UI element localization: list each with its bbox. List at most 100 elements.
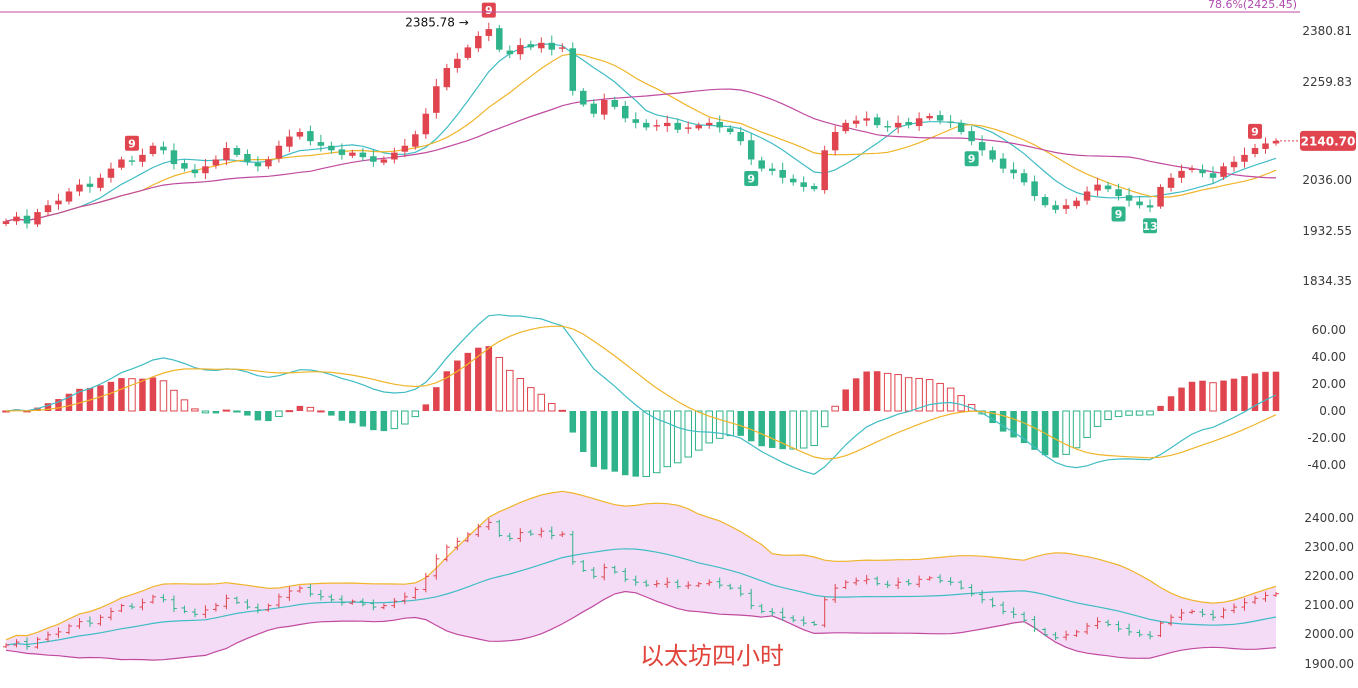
macd-histogram-bar (1010, 411, 1017, 438)
candle-body (821, 150, 828, 191)
bollinger-lower-line (5, 590, 1277, 661)
candle-body (1115, 189, 1122, 197)
macd-histogram-bar (537, 393, 546, 412)
macd-histogram-bar (673, 410, 682, 464)
candle-body (705, 122, 713, 126)
candle-body (978, 142, 986, 151)
candle-body (1083, 191, 1091, 201)
candle-body (1230, 161, 1238, 168)
candle-body (391, 152, 398, 160)
macd-histogram-bar (527, 387, 535, 412)
macd-histogram-bar (244, 411, 251, 416)
macd-histogram-bar (1241, 376, 1248, 411)
candle-body (663, 122, 671, 127)
candle-body (1220, 166, 1227, 177)
candle-body (1262, 143, 1269, 149)
bollinger-axis-tick: 2000.00 (1304, 627, 1354, 641)
macd-histogram-bar (1262, 371, 1269, 411)
td-marker: 9 (744, 170, 759, 186)
candle-body (684, 127, 692, 129)
candle-body (1146, 205, 1154, 208)
macd-histogram-bar (275, 410, 283, 418)
macd-histogram-bar (936, 382, 944, 412)
macd-histogram-bar (548, 402, 556, 412)
candle-body (779, 169, 786, 178)
td-marker: 9 (1248, 123, 1263, 139)
candle-body (433, 86, 440, 113)
macd-histogram-bar (1135, 410, 1144, 416)
macd-histogram-bar (820, 410, 829, 428)
candle-body (831, 132, 839, 151)
candle-body (957, 122, 965, 133)
price-axis-tick: 1834.35 (1302, 274, 1352, 288)
candle-body (1104, 185, 1112, 190)
macd-axis-tick: 20.00 (1312, 377, 1346, 391)
macd-histogram-bar (999, 411, 1007, 432)
macd-dea-line (5, 325, 1277, 460)
candle-body (1020, 173, 1028, 183)
macd-histogram-bar (1272, 371, 1280, 411)
macd-histogram-bar (580, 411, 587, 453)
candle-body (422, 113, 430, 135)
macd-histogram-bar (306, 406, 315, 412)
macd-dif-line (5, 314, 1277, 475)
macd-histogram-bar (611, 411, 619, 472)
macd-histogram-bar (946, 387, 955, 412)
price-axis-tick: 1932.55 (1302, 224, 1352, 238)
candle-body (160, 146, 167, 151)
macd-histogram-bar (359, 411, 367, 427)
candle-body (747, 140, 755, 160)
macd-histogram-bar (118, 378, 125, 411)
td-badge (1111, 206, 1126, 222)
candle-body (1157, 186, 1164, 207)
axis-labels: 2380.81 2259.83 2036.00 1932.55 1834.35 60.00… (1302, 24, 1354, 671)
macd-histogram-bar (170, 389, 178, 412)
candle-body (286, 136, 293, 147)
macd-histogram-bar (485, 346, 493, 411)
macd-histogram-bar (642, 410, 651, 478)
candle-body (884, 126, 891, 128)
candle-body (454, 58, 461, 68)
candle-body (517, 45, 524, 55)
macd-panel (2, 314, 1280, 478)
candle-body (412, 134, 419, 147)
macd-histogram-bar (349, 411, 356, 424)
candle-body (181, 163, 188, 169)
td-marker: 9 (481, 2, 496, 18)
chart-caption: 以太坊四小时 (640, 642, 784, 670)
macd-histogram-bar (212, 411, 220, 414)
candle-body (380, 159, 388, 163)
macd-histogram-bar (1146, 410, 1154, 416)
macd-histogram-bar (1052, 411, 1059, 458)
macd-histogram-bar (1199, 380, 1206, 411)
candle-body (223, 148, 230, 161)
macd-histogram-bar (915, 377, 923, 412)
candle-body (107, 168, 115, 178)
candle-body (76, 184, 83, 192)
macd-histogram-bar (97, 385, 104, 411)
macd-histogram-bar (506, 369, 514, 412)
macd-histogram-bar (65, 393, 73, 411)
candle-body (915, 118, 923, 127)
macd-histogram-bar (1220, 380, 1227, 411)
candle-body (622, 105, 629, 119)
bollinger-axis-tick: 2100.00 (1304, 598, 1354, 612)
candle-body (1199, 169, 1206, 174)
macd-histogram-bar (684, 410, 692, 458)
candle-body (1010, 169, 1017, 174)
macd-histogram-bar (1209, 382, 1217, 412)
macd-histogram-bar (758, 411, 765, 447)
macd-histogram-bar (159, 380, 168, 412)
candle-body (254, 162, 262, 167)
candle-body (632, 119, 640, 123)
candle-body (1052, 205, 1059, 210)
candle-body (905, 121, 912, 126)
candle-body (642, 122, 650, 128)
candle-body (1062, 205, 1070, 209)
candle-body (65, 191, 73, 202)
candle-body (97, 177, 104, 188)
td-label: 9 (1251, 125, 1259, 138)
macd-histogram-bar (799, 410, 808, 449)
macd-histogram-bar (328, 411, 335, 416)
